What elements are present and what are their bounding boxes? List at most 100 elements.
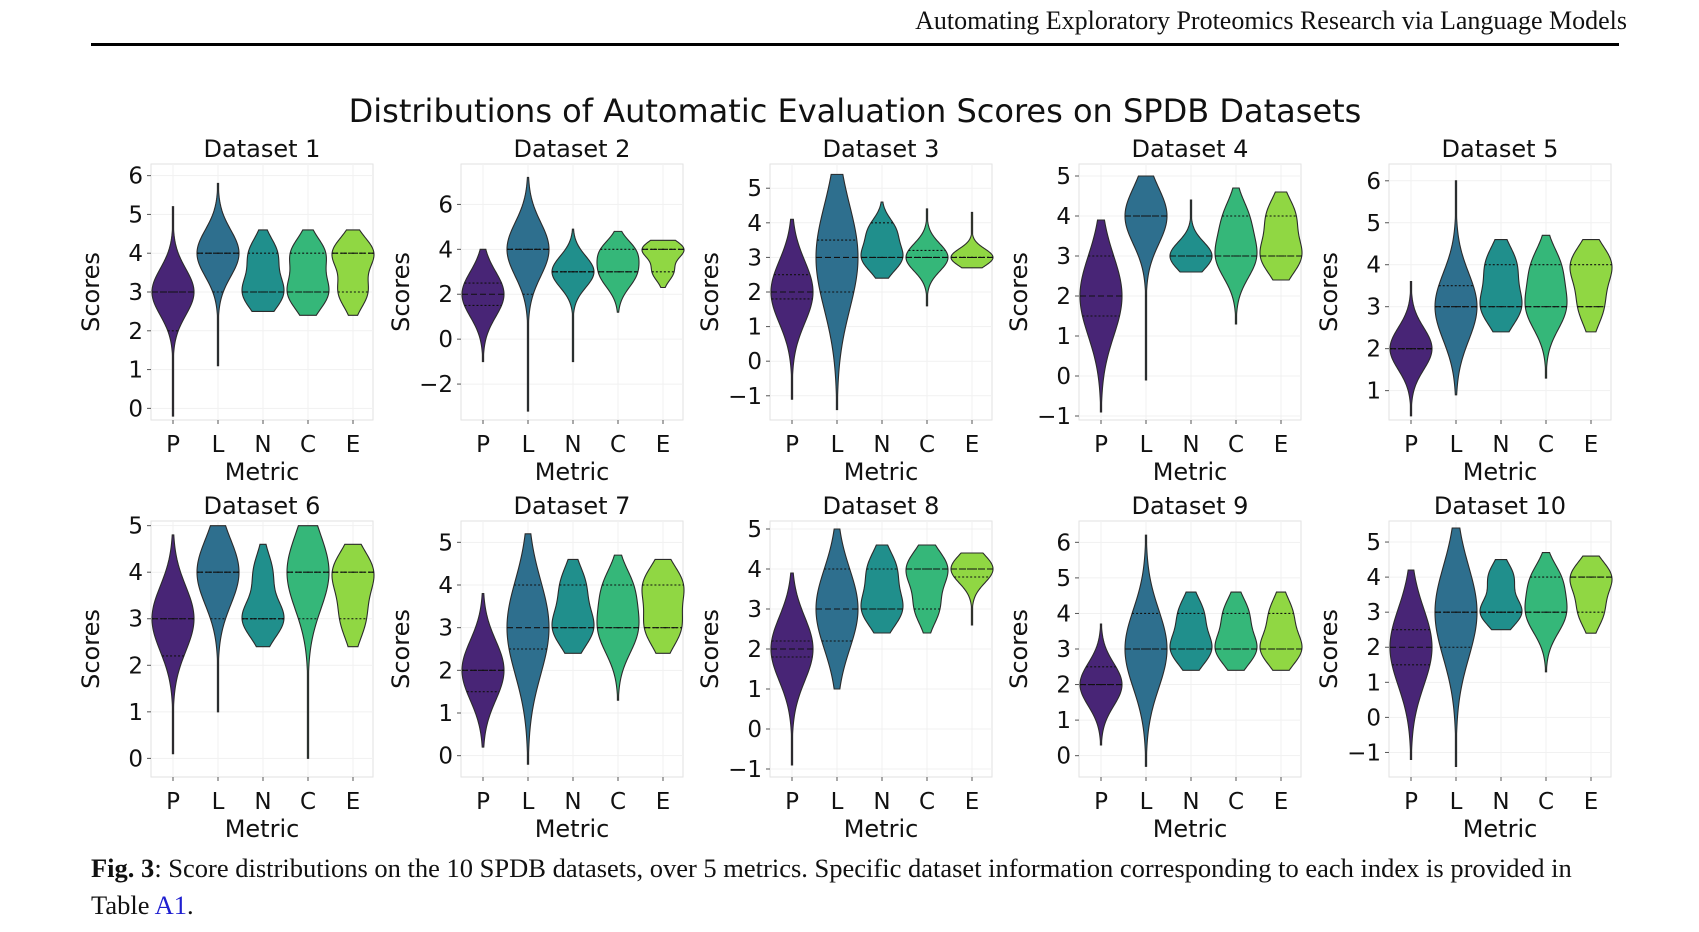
figure-caption: Fig. 3: Score distributions on the 10 SP… — [91, 850, 1621, 924]
y-tick-label: 3 — [747, 597, 762, 623]
x-tick-label: P — [1404, 432, 1418, 458]
y-tick-label: 2 — [1056, 284, 1071, 310]
x-tick-label: P — [166, 432, 180, 458]
y-tick-label: 3 — [1366, 600, 1381, 626]
violin-C — [286, 525, 330, 759]
x-axis-label: Metric — [535, 815, 610, 843]
x-axis-label: Metric — [225, 815, 300, 843]
x-tick-label: P — [785, 789, 799, 815]
axes-frame — [460, 520, 684, 778]
y-axis-label: Scores — [1315, 609, 1343, 689]
x-tick-label: P — [1094, 789, 1108, 815]
y-tick-label: 4 — [1366, 253, 1381, 279]
panel-5: 1 2 3 4 5 6 P L N C E Dataset 5 Metric Scores — [1315, 135, 1613, 486]
y-tick-label: 3 — [747, 245, 762, 271]
header-rule — [91, 43, 1619, 46]
violin-P — [151, 534, 195, 755]
x-tick-label: N — [873, 789, 890, 815]
violin-N — [241, 229, 285, 312]
x-tick-label: C — [610, 789, 626, 815]
y-axis-label: Scores — [1315, 252, 1343, 332]
y-tick-label: 5 — [1366, 530, 1381, 556]
violin-E — [1259, 591, 1303, 671]
y-tick-label: 3 — [438, 616, 453, 642]
x-axis-label: Metric — [1153, 815, 1228, 843]
violin-N — [860, 544, 904, 634]
y-axis-label: Scores — [387, 252, 415, 332]
axes-frame — [1388, 163, 1612, 421]
y-tick-label: 0 — [747, 717, 762, 743]
violin-L — [506, 533, 550, 765]
violin-P — [1079, 219, 1123, 413]
x-tick-label: L — [1450, 432, 1463, 458]
violin-figure: Distributions of Automatic Evaluation Sc… — [77, 92, 1613, 843]
y-tick-label: 5 — [128, 202, 143, 228]
y-tick-label: 2 — [1366, 635, 1381, 661]
y-axis-label: Scores — [77, 252, 105, 332]
violin-N — [1169, 199, 1213, 273]
x-tick-label: L — [212, 432, 225, 458]
y-tick-label: −1 — [1347, 740, 1381, 766]
x-tick-label: E — [965, 432, 980, 458]
x-tick-label: P — [1094, 432, 1108, 458]
y-tick-label: 0 — [1056, 744, 1071, 770]
panel-4: −1 0 1 2 3 4 5 P L N C E Dataset 4 Metric Scores — [1005, 135, 1303, 486]
panel-title: Dataset 8 — [823, 492, 940, 520]
x-tick-label: C — [1538, 432, 1554, 458]
x-tick-label: C — [610, 432, 626, 458]
x-tick-label: C — [1228, 789, 1244, 815]
y-tick-label: 4 — [1366, 565, 1381, 591]
panel-7: 0 1 2 3 4 5 P L N C E Dataset 7 Metric Scores — [387, 492, 685, 843]
x-tick-label: E — [656, 789, 671, 815]
y-tick-label: 1 — [128, 358, 143, 384]
y-axis-label: Scores — [387, 609, 415, 689]
y-tick-label: 4 — [747, 211, 762, 237]
violin-E — [950, 552, 994, 626]
x-tick-label: P — [1404, 789, 1418, 815]
y-tick-label: 0 — [747, 349, 762, 375]
x-tick-label: E — [965, 789, 980, 815]
violin-E — [641, 558, 685, 654]
y-tick-label: 6 — [1056, 530, 1071, 556]
y-tick-label: 0 — [128, 396, 143, 422]
y-tick-label: −1 — [728, 757, 762, 783]
panel-2: −2 0 2 4 6 P L N C E Dataset 2 Metric Scores — [387, 135, 685, 486]
violin-E — [1259, 191, 1303, 281]
y-tick-label: 3 — [1056, 244, 1071, 270]
y-tick-label: 3 — [1056, 637, 1071, 663]
y-tick-label: 2 — [128, 319, 143, 345]
x-tick-label: L — [212, 789, 225, 815]
x-tick-label: P — [785, 432, 799, 458]
y-tick-label: 1 — [1056, 708, 1071, 734]
caption-text: : Score distributions on the 10 SPDB dat… — [91, 853, 1572, 920]
violin-P — [770, 572, 814, 766]
y-tick-label: −1 — [728, 384, 762, 410]
panel-6: 0 1 2 3 4 5 P L N C E Dataset 6 Metric Scores — [77, 492, 375, 843]
y-tick-label: 2 — [1366, 337, 1381, 363]
axes-frame — [460, 163, 684, 421]
y-axis-label: Scores — [77, 609, 105, 689]
y-axis-label: Scores — [696, 609, 724, 689]
violin-L — [1434, 180, 1478, 396]
x-tick-label: L — [831, 789, 844, 815]
y-tick-label: 2 — [438, 282, 453, 308]
x-tick-label: N — [1182, 789, 1199, 815]
y-tick-label: 6 — [1366, 169, 1381, 195]
x-tick-label: P — [166, 789, 180, 815]
x-tick-label: P — [476, 789, 490, 815]
y-tick-label: 5 — [1366, 211, 1381, 237]
y-tick-label: 5 — [747, 517, 762, 543]
violin-N — [1169, 591, 1213, 671]
y-tick-label: 2 — [747, 280, 762, 306]
violin-P — [770, 218, 814, 400]
y-tick-label: 6 — [128, 164, 143, 190]
y-tick-label: 6 — [438, 192, 453, 218]
table-link[interactable]: A1 — [154, 890, 188, 920]
y-tick-label: 0 — [1366, 705, 1381, 731]
x-tick-label: L — [522, 789, 535, 815]
x-tick-label: E — [656, 432, 671, 458]
y-tick-label: 0 — [438, 744, 453, 770]
x-tick-label: C — [919, 432, 935, 458]
panel-title: Dataset 10 — [1434, 492, 1566, 520]
violin-L — [1124, 534, 1168, 767]
